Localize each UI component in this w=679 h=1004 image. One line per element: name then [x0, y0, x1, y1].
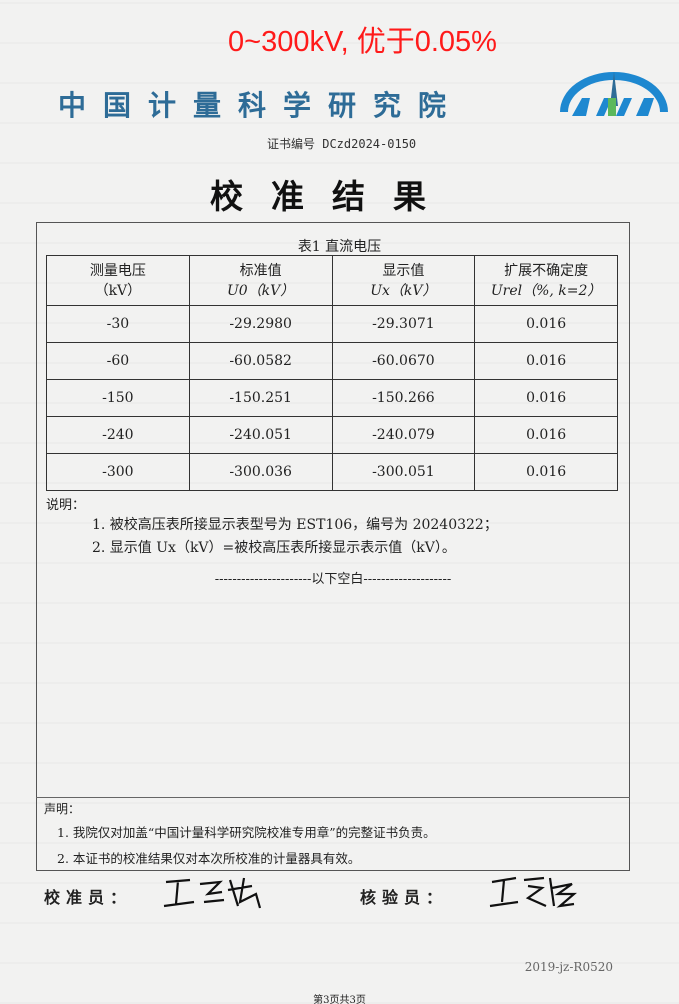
table-cell: 0.016	[474, 416, 618, 454]
table-cell: -150	[46, 379, 190, 417]
verifier-label: 核验员：	[360, 888, 449, 907]
table-row: -300 -300.036 -300.051 0.016	[46, 453, 618, 491]
note-item: 1. 被校高压表所接显示表型号为 EST106，编号为 20240322；	[92, 517, 498, 533]
table-cell: -240.079	[331, 416, 476, 454]
calibrator-signature	[163, 877, 262, 909]
header-cell: 标准值 U0（kV）	[188, 255, 333, 306]
table-cell: -60.0670	[331, 342, 476, 380]
table-cell: -29.3071	[331, 305, 476, 343]
table-cell: -150.266	[331, 379, 476, 417]
table-cell: 0.016	[474, 379, 618, 417]
page-indicator: 第3页共3页	[313, 995, 366, 1004]
calibrator-label: 校准员：	[44, 888, 133, 907]
table-cell: -300.036	[188, 453, 333, 491]
table-cell: -240	[46, 416, 190, 454]
results-table: 测量电压 （kV） 标准值 U0（kV） 显示值 Ux（kV） 扩展不确定度 Urel（…	[46, 255, 618, 491]
table-header-row: 测量电压 （kV） 标准值 U0（kV） 显示值 Ux（kV） 扩展不确定度 Urel（…	[46, 255, 618, 306]
table-cell: -150.251	[188, 379, 333, 417]
table-cell: -29.2980	[188, 305, 333, 343]
note-item: 2. 显示值 Ux（kV）=被校高压表所接显示表示值（kV）。	[92, 540, 456, 556]
table-cell: -240.051	[188, 416, 333, 454]
table-row: -30 -29.2980 -29.3071 0.016	[46, 305, 618, 343]
blank-below-marker: ----------------------以下空白--------------…	[214, 572, 452, 587]
table-row: -60 -60.0582 -60.0670 0.016	[46, 342, 618, 380]
nim-logo-icon	[560, 72, 668, 116]
table-cell: -300	[46, 453, 190, 491]
results-frame	[36, 222, 630, 871]
table-cell: -30	[46, 305, 190, 343]
table-cell: 0.016	[474, 305, 618, 343]
table-cell: -60	[46, 342, 190, 380]
header-cell: 扩展不确定度 Urel（%, k=2）	[474, 255, 618, 306]
notes-label: 说明：	[46, 498, 86, 513]
certificate-number: 证书编号 DCzd2024-0150	[267, 137, 417, 151]
declaration-label: 声明：	[44, 802, 81, 816]
header-cell: 显示值 Ux（kV）	[331, 255, 476, 306]
table-cell: -300.051	[331, 453, 476, 491]
table-row: -150 -150.251 -150.266 0.016	[46, 379, 618, 417]
table-cell: -60.0582	[188, 342, 333, 380]
header-cell: 测量电压 （kV）	[46, 255, 190, 306]
declaration-item: 2. 本证书的校准结果仅对本次所校准的计量器具有效。	[57, 851, 361, 866]
table-row: -240 -240.051 -240.079 0.016	[46, 416, 618, 454]
range-accuracy-banner: 0~300kV, 优于0.05%	[228, 26, 497, 58]
form-code: 2019-jz-R0520	[524, 960, 613, 974]
page-title: 校准结果	[210, 177, 454, 216]
declaration-divider	[36, 797, 630, 798]
table-cell: 0.016	[474, 342, 618, 380]
table-cell: 0.016	[474, 453, 618, 491]
institute-name: 中国计量科学研究院	[58, 89, 464, 122]
verifier-signature	[489, 876, 577, 908]
table-caption: 表1 直流电压	[297, 239, 382, 255]
declaration-item: 1. 我院仅对加盖“中国计量科学研究院校准专用章”的完整证书负责。	[57, 825, 436, 840]
